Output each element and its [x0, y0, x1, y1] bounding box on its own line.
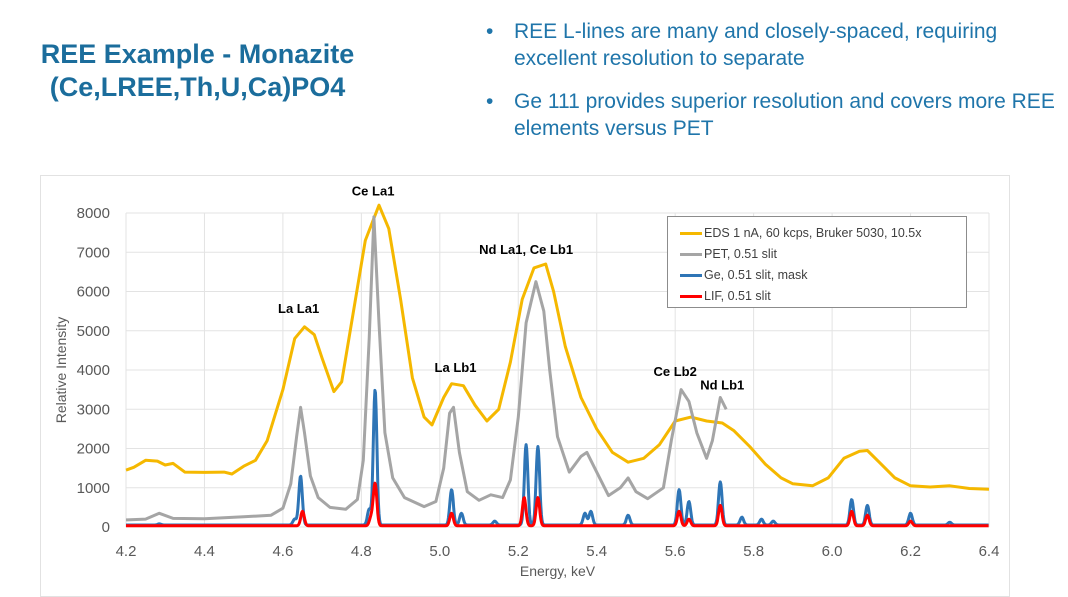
- x-tick-label: 4.6: [272, 543, 293, 560]
- x-tick-label: 6.2: [900, 543, 921, 560]
- peak-annotation: La Lb1: [435, 360, 477, 375]
- legend-item-pet: PET, 0.51 slit: [668, 244, 966, 264]
- x-tick-label: 5.4: [586, 543, 607, 560]
- x-tick-label: 5.2: [508, 543, 529, 560]
- x-tick-label: 6.0: [822, 543, 843, 560]
- bullet-icon: •: [486, 90, 494, 113]
- y-tick-label: 4000: [77, 362, 110, 379]
- legend-swatch: [680, 294, 702, 298]
- slide-title: REE Example - Monazite (Ce,LREE,Th,U,Ca)…: [10, 38, 385, 104]
- y-tick-label: 6000: [77, 284, 110, 301]
- peak-annotation: Nd La1, Ce Lb1: [479, 242, 573, 257]
- y-tick-label: 1000: [77, 480, 110, 497]
- x-tick-label: 5.8: [743, 543, 764, 560]
- x-tick-label: 5.6: [665, 543, 686, 560]
- peak-annotation: La La1: [278, 301, 319, 316]
- series-line-3: [125, 481, 990, 528]
- chart-legend: EDS 1 nA, 60 kcps, Bruker 5030, 10.5x PE…: [667, 216, 967, 308]
- bullet-list: • REE L-lines are many and closely-spaced…: [482, 18, 1062, 158]
- peak-annotation: Ce La1: [352, 183, 395, 198]
- x-tick-label: 4.4: [194, 543, 215, 560]
- legend-swatch: [680, 231, 702, 235]
- bullet-item: • REE L-lines are many and closely-spaced…: [486, 20, 998, 70]
- slide-title-line1: REE Example - Monazite: [40, 39, 355, 69]
- y-tick-label: 5000: [77, 323, 110, 340]
- x-tick-label: 4.8: [351, 543, 372, 560]
- slide-title-line2: (Ce,LREE,Th,U,Ca)PO4: [49, 72, 346, 102]
- x-tick-label: 6.4: [979, 543, 1000, 560]
- x-tick-label: 5.0: [429, 543, 450, 560]
- peak-annotation: Nd Lb1: [700, 378, 744, 393]
- y-tick-label: 0: [102, 519, 110, 536]
- legend-swatch: [680, 273, 702, 277]
- bullet-item: • Ge 111 provides superior resolution and…: [486, 90, 1055, 140]
- y-tick-label: 7000: [77, 244, 110, 261]
- y-tick-label: 2000: [77, 441, 110, 458]
- legend-item-lif: LIF, 0.51 slit: [668, 286, 966, 306]
- bullet-icon: •: [486, 20, 494, 43]
- series-line-0: [125, 203, 990, 491]
- legend-item-eds: EDS 1 nA, 60 kcps, Bruker 5030, 10.5x: [668, 223, 966, 243]
- x-axis-title: Energy, keV: [520, 563, 596, 579]
- y-axis-title: Relative Intensity: [53, 317, 69, 424]
- y-tick-label: 3000: [77, 401, 110, 418]
- x-tick-label: 4.2: [116, 543, 137, 560]
- legend-item-ge: Ge, 0.51 slit, mask: [668, 265, 966, 285]
- legend-swatch: [680, 252, 702, 256]
- series-line-1: [125, 215, 728, 522]
- peak-annotation: Ce Lb2: [654, 364, 697, 379]
- y-tick-label: 8000: [77, 205, 110, 222]
